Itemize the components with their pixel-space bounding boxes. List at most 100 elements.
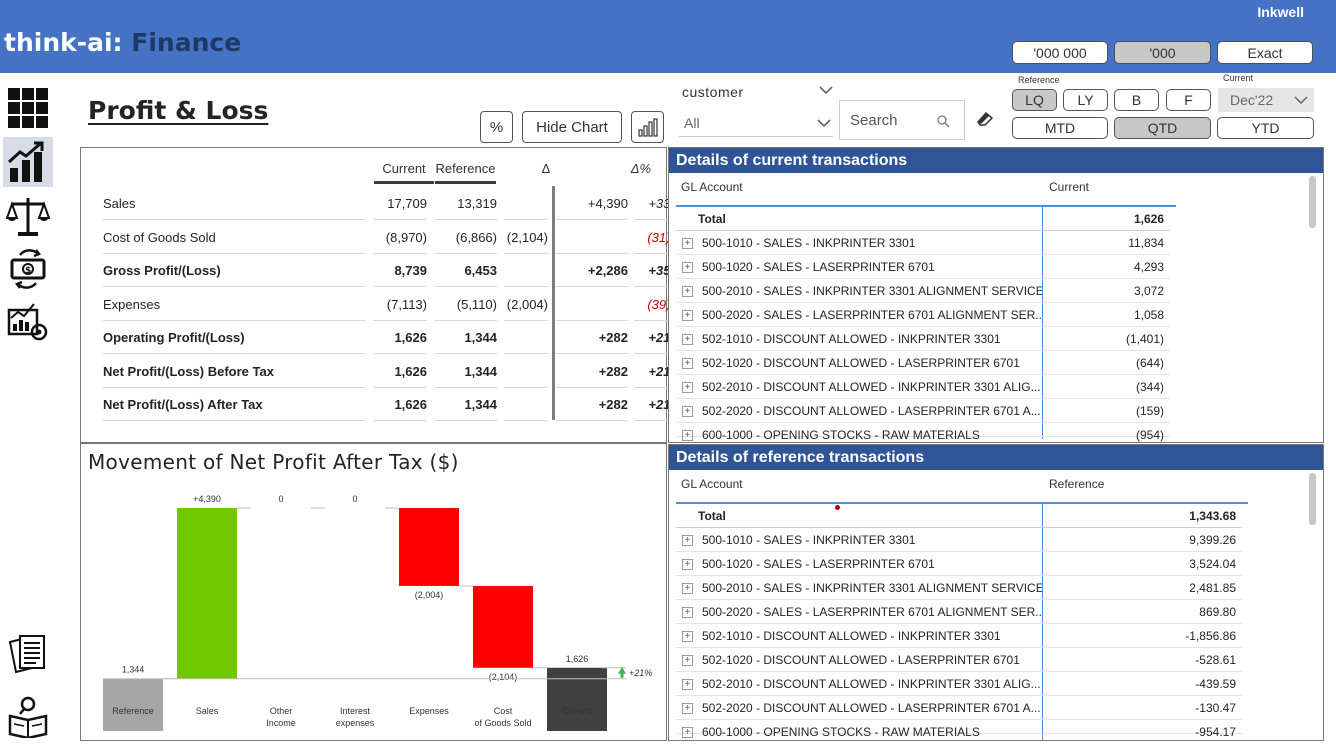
expand-icon[interactable]: + xyxy=(682,286,693,297)
pl-row-delta-negative xyxy=(504,263,548,287)
expand-icon[interactable]: + xyxy=(682,430,693,441)
reference-scrollbar[interactable] xyxy=(1309,473,1316,525)
nav-profit-loss[interactable] xyxy=(3,137,53,187)
reference-ly-button[interactable]: LY xyxy=(1063,89,1108,111)
details-total-row: Total 1,343.68 xyxy=(676,504,1242,528)
chart-title: Movement of Net Profit After Tax ($) xyxy=(88,450,459,474)
period-ytd-button[interactable]: YTD xyxy=(1217,117,1314,139)
reference-lq-button[interactable]: LQ xyxy=(1012,89,1057,111)
current-scrollbar[interactable] xyxy=(1309,176,1316,228)
pl-row-label: Net Profit/(Loss) Before Tax xyxy=(103,364,365,388)
expand-icon[interactable]: + xyxy=(682,703,693,714)
column-separator xyxy=(1042,207,1043,439)
details-row[interactable]: +502-2010 - DISCOUNT ALLOWED - INKPRINTE… xyxy=(676,672,1242,696)
expand-icon[interactable]: + xyxy=(682,382,693,393)
expand-icon[interactable]: + xyxy=(682,559,693,570)
details-total-label: Total xyxy=(698,509,726,523)
details-account: 502-2010 - DISCOUNT ALLOWED - INKPRINTER… xyxy=(702,380,1041,394)
pl-row-current: (8,970) xyxy=(373,230,427,254)
pl-row-delta-negative xyxy=(504,330,548,354)
reference-forecast-button[interactable]: F xyxy=(1166,89,1211,111)
expand-icon[interactable]: + xyxy=(682,334,693,345)
unit-millions-button[interactable]: '000 000 xyxy=(1012,41,1108,64)
details-row[interactable]: +500-1010 - SALES - INKPRINTER 3301 11,83… xyxy=(676,231,1170,255)
expand-icon[interactable]: + xyxy=(682,238,693,249)
current-col-value: Current xyxy=(1049,180,1090,194)
expand-icon[interactable]: + xyxy=(682,607,693,618)
nav-balance-sheet[interactable] xyxy=(3,191,53,241)
pl-row: Net Profit/(Loss) Before Tax 1,626 1,344 +2… xyxy=(103,354,682,388)
details-total-label: Total xyxy=(698,212,726,226)
nav-overview[interactable] xyxy=(3,83,53,133)
details-row[interactable]: +502-2010 - DISCOUNT ALLOWED - INKPRINTE… xyxy=(676,375,1170,399)
details-row[interactable]: +500-1010 - SALES - INKPRINTER 3301 9,399… xyxy=(676,528,1242,552)
details-row[interactable]: +500-1020 - SALES - LASERPRINTER 6701 3,5… xyxy=(676,552,1242,576)
details-row[interactable]: +500-2020 - SALES - LASERPRINTER 6701 AL… xyxy=(676,600,1242,624)
details-row[interactable]: +600-1000 - OPENING STOCKS - RAW MATERIA… xyxy=(676,423,1170,442)
nav-documents[interactable] xyxy=(3,629,53,679)
nav-analysis[interactable] xyxy=(3,295,53,345)
expand-icon[interactable]: + xyxy=(682,406,693,417)
pl-row-reference: 13,319 xyxy=(435,196,497,220)
nav-cash-flow[interactable]: $ xyxy=(3,243,53,293)
indicator-dot xyxy=(835,505,840,510)
waterfall-bar[interactable] xyxy=(103,678,163,731)
pl-row-delta-positive xyxy=(556,297,628,321)
pl-row-label: Operating Profit/(Loss) xyxy=(103,330,365,354)
details-row[interactable]: +500-2010 - SALES - INKPRINTER 3301 ALIG… xyxy=(676,576,1242,600)
waterfall-bar[interactable] xyxy=(547,667,607,731)
search-input[interactable]: Search xyxy=(839,100,965,140)
details-row[interactable]: +502-1020 - DISCOUNT ALLOWED - LASERPRIN… xyxy=(676,351,1170,375)
pl-row: Gross Profit/(Loss) 8,739 6,453 +2,286 +35% xyxy=(103,253,682,287)
column-separator xyxy=(1042,504,1043,740)
expand-icon[interactable]: + xyxy=(682,631,693,642)
period-mtd-button[interactable]: MTD xyxy=(1012,117,1108,139)
details-row[interactable]: +500-2020 - SALES - LASERPRINTER 6701 AL… xyxy=(676,303,1170,327)
expand-icon[interactable]: + xyxy=(682,262,693,273)
waterfall-bar[interactable] xyxy=(399,508,459,586)
expand-icon[interactable]: + xyxy=(682,583,693,594)
unit-thousands-button[interactable]: '000 xyxy=(1114,41,1211,64)
pl-row-current: 17,709 xyxy=(373,196,427,220)
expand-icon[interactable]: + xyxy=(682,655,693,666)
details-row[interactable]: +502-1020 - DISCOUNT ALLOWED - LASERPRIN… xyxy=(676,648,1242,672)
details-row[interactable]: +502-1010 - DISCOUNT ALLOWED - INKPRINTE… xyxy=(676,327,1170,351)
chevron-down-icon[interactable] xyxy=(819,85,833,95)
waterfall-data-label: 0 xyxy=(352,494,357,504)
reference-label: Reference xyxy=(1018,75,1060,85)
pl-row-delta-positive xyxy=(556,230,628,254)
details-row[interactable]: +502-2020 - DISCOUNT ALLOWED - LASERPRIN… xyxy=(676,696,1242,720)
nav-explore[interactable] xyxy=(3,691,53,741)
details-row[interactable]: +502-1010 - DISCOUNT ALLOWED - INKPRINTE… xyxy=(676,624,1242,648)
pl-row-label: Sales xyxy=(103,196,365,220)
waterfall-data-label: 0 xyxy=(278,494,283,504)
expand-icon[interactable]: + xyxy=(682,535,693,546)
period-qtd-button[interactable]: QTD xyxy=(1114,117,1211,139)
details-value: (159) xyxy=(1135,404,1164,418)
waterfall-bar[interactable] xyxy=(473,585,533,668)
percent-toggle-button[interactable]: % xyxy=(480,111,513,143)
expand-icon[interactable]: + xyxy=(682,679,693,690)
pl-row-delta-negative: (2,104) xyxy=(504,230,548,254)
chevron-down-icon xyxy=(817,119,831,128)
header-underline xyxy=(676,205,1176,207)
expand-icon[interactable]: + xyxy=(682,310,693,321)
hide-chart-button[interactable]: Hide Chart xyxy=(522,111,622,143)
current-period-dropdown[interactable]: Dec'22 xyxy=(1218,88,1314,112)
expand-icon[interactable]: + xyxy=(682,358,693,369)
chart-type-button[interactable] xyxy=(631,111,664,143)
reference-budget-button[interactable]: B xyxy=(1114,89,1159,111)
unit-exact-button[interactable]: Exact xyxy=(1217,41,1313,64)
expand-icon[interactable]: + xyxy=(682,727,693,738)
details-value: 3,524.04 xyxy=(1189,557,1236,571)
details-row[interactable]: +500-2010 - SALES - INKPRINTER 3301 ALIG… xyxy=(676,279,1170,303)
pl-row-reference: 1,344 xyxy=(435,330,497,354)
eraser-icon[interactable] xyxy=(975,110,995,128)
details-row[interactable]: +600-1000 - OPENING STOCKS - RAW MATERIA… xyxy=(676,720,1242,739)
header-underline xyxy=(676,502,1248,504)
details-row[interactable]: +500-1020 - SALES - LASERPRINTER 6701 4,2… xyxy=(676,255,1170,279)
waterfall-bar[interactable] xyxy=(177,508,237,679)
nav-sidebar: $ xyxy=(0,73,57,750)
details-row[interactable]: +502-2020 - DISCOUNT ALLOWED - LASERPRIN… xyxy=(676,399,1170,423)
customer-dropdown[interactable]: All xyxy=(679,109,833,137)
